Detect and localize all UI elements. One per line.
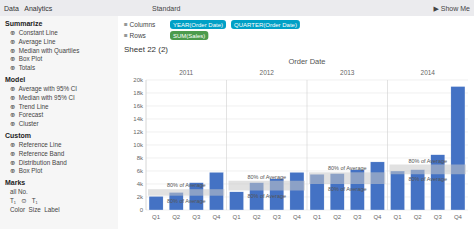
chart-root: Data Analytics Standard ▶ Show Me Summarize… <box>0 0 474 229</box>
y-tick-label: 8k <box>137 155 144 161</box>
bar <box>370 162 384 210</box>
y-tick-label: 20k <box>133 77 144 83</box>
x-tick-label: Q1 <box>152 214 161 220</box>
sidebar-item: ⊕ Median with 95% CI <box>10 94 75 101</box>
y-tick-label: 12k <box>133 129 144 135</box>
bar <box>149 196 163 210</box>
grid <box>146 80 468 210</box>
band-label: 80% of Average <box>247 193 286 199</box>
sidebar-item: ⊕ Box Plot <box>10 167 42 174</box>
sidebar-item: Color Size Label <box>10 206 60 213</box>
x-tick-label: Q4 <box>212 214 221 220</box>
bar <box>451 87 465 211</box>
pill-box <box>170 31 208 40</box>
sidebar-heading: Custom <box>5 132 31 139</box>
year-separator <box>226 80 227 210</box>
y-tick-label: 6k <box>137 168 144 174</box>
x-tick-label: Q2 <box>172 214 181 220</box>
sidebar-item: all No. <box>10 188 28 195</box>
x-tick-label: Q1 <box>313 214 322 220</box>
band-label: 80% of Average <box>408 158 447 164</box>
sidebar-item: ⊕ Totals <box>10 64 35 71</box>
bar <box>290 172 304 210</box>
y-tick-label: 16k <box>133 103 144 109</box>
y-tick-label: 4k <box>137 181 144 187</box>
band-label: 80% of Average <box>328 165 367 171</box>
sidebar-item: T₁ ⊙ T₁ <box>10 197 38 204</box>
bar <box>391 171 405 210</box>
sidebar-item: ⊕ Reference Line <box>10 141 62 148</box>
pill: SUM(Sales) <box>170 31 208 40</box>
y-tick-label: 2k <box>137 194 144 200</box>
year-separator <box>307 80 308 210</box>
x-tick-label: Q4 <box>454 214 463 220</box>
x-tick-label: Q2 <box>253 214 262 220</box>
sidebar-heading: Model <box>5 76 25 83</box>
sidebar-item: ⊕ Distribution Band <box>10 159 67 166</box>
x-tick-label: Q1 <box>394 214 403 220</box>
y-tick-label: 0 <box>140 207 144 213</box>
toolbar-text: Data Analytics <box>4 5 53 13</box>
pill-text: YEAR(Order Date) <box>173 22 223 28</box>
x-tick-label: Q2 <box>414 214 423 220</box>
pill: YEAR(Order Date) <box>170 20 226 29</box>
sidebar-heading: Marks <box>5 179 25 186</box>
distribution-band <box>229 181 305 191</box>
background <box>0 0 474 229</box>
year-label: 2014 <box>421 69 436 76</box>
sidebar-item: ⊕ Median with Quartiles <box>10 47 79 55</box>
y-tick-label: 18k <box>133 90 144 96</box>
shelf-label: ≡ Columns <box>124 21 156 28</box>
pill: QUARTER(Order Date) <box>231 20 300 29</box>
toolbar <box>0 0 474 16</box>
x-tick-label: Q1 <box>233 214 242 220</box>
plot-marks <box>148 87 466 211</box>
shelf-label: ≡ Rows <box>124 32 147 39</box>
sidebar-item: ⊕ Average Line <box>10 38 56 46</box>
band-label: 80% of Average <box>408 176 447 182</box>
sidebar-item: ⊕ Reference Band <box>10 150 65 157</box>
toolbar-text: Standard <box>152 5 181 12</box>
year-label: 2013 <box>340 69 355 76</box>
distribution-band <box>148 189 224 196</box>
bar <box>230 192 244 210</box>
sidebar-heading: Summarize <box>5 20 42 27</box>
band-label: 80% of Average <box>328 186 367 192</box>
x-tick-label: Q4 <box>373 214 382 220</box>
sidebar-item: ⊕ Average with 95% CI <box>10 85 77 93</box>
x-tick-label: Q3 <box>273 214 282 220</box>
y-tick-label: 14k <box>133 116 144 122</box>
x-tick-label: Q3 <box>353 214 362 220</box>
band-labels: 80% of Average 80% of Average 80% of Avera… <box>167 158 447 204</box>
sidebar-item: ⊕ Constant Line <box>10 29 58 36</box>
y-tick-label: 10k <box>133 142 144 148</box>
sheet-title: Sheet 22 (2) <box>124 45 168 54</box>
year-separator <box>387 80 388 210</box>
sidebar-item: ⊕ Trend Line <box>10 103 49 110</box>
year-label: 2012 <box>260 69 275 76</box>
year-label: 2011 <box>179 69 193 76</box>
y-axis-line <box>146 80 147 210</box>
sidebar <box>0 16 118 229</box>
band-label: 80% of Average <box>167 198 206 204</box>
sidebar-item: ⊕ Box Plot <box>10 55 42 62</box>
band-label: 80% of Average <box>167 182 206 188</box>
sidebar-item: ⊕ Forecast <box>10 111 44 118</box>
pill-box <box>170 20 226 29</box>
pill-text: SUM(Sales) <box>173 33 205 39</box>
toolbar-text: ▶ Show Me <box>433 5 470 12</box>
sidebar-item: ⊕ Cluster <box>10 120 39 127</box>
band-label: 80% of Average <box>247 174 286 180</box>
pill-box <box>231 20 300 29</box>
chart-title: Order Date <box>288 57 325 66</box>
x-tick-label: Q2 <box>333 214 342 220</box>
distribution-band <box>309 172 385 184</box>
pill-text: QUARTER(Order Date) <box>234 22 297 28</box>
x-tick-label: Q3 <box>434 214 443 220</box>
x-tick-label: Q3 <box>192 214 201 220</box>
distribution-band <box>390 165 466 175</box>
x-tick-label: Q4 <box>293 214 302 220</box>
